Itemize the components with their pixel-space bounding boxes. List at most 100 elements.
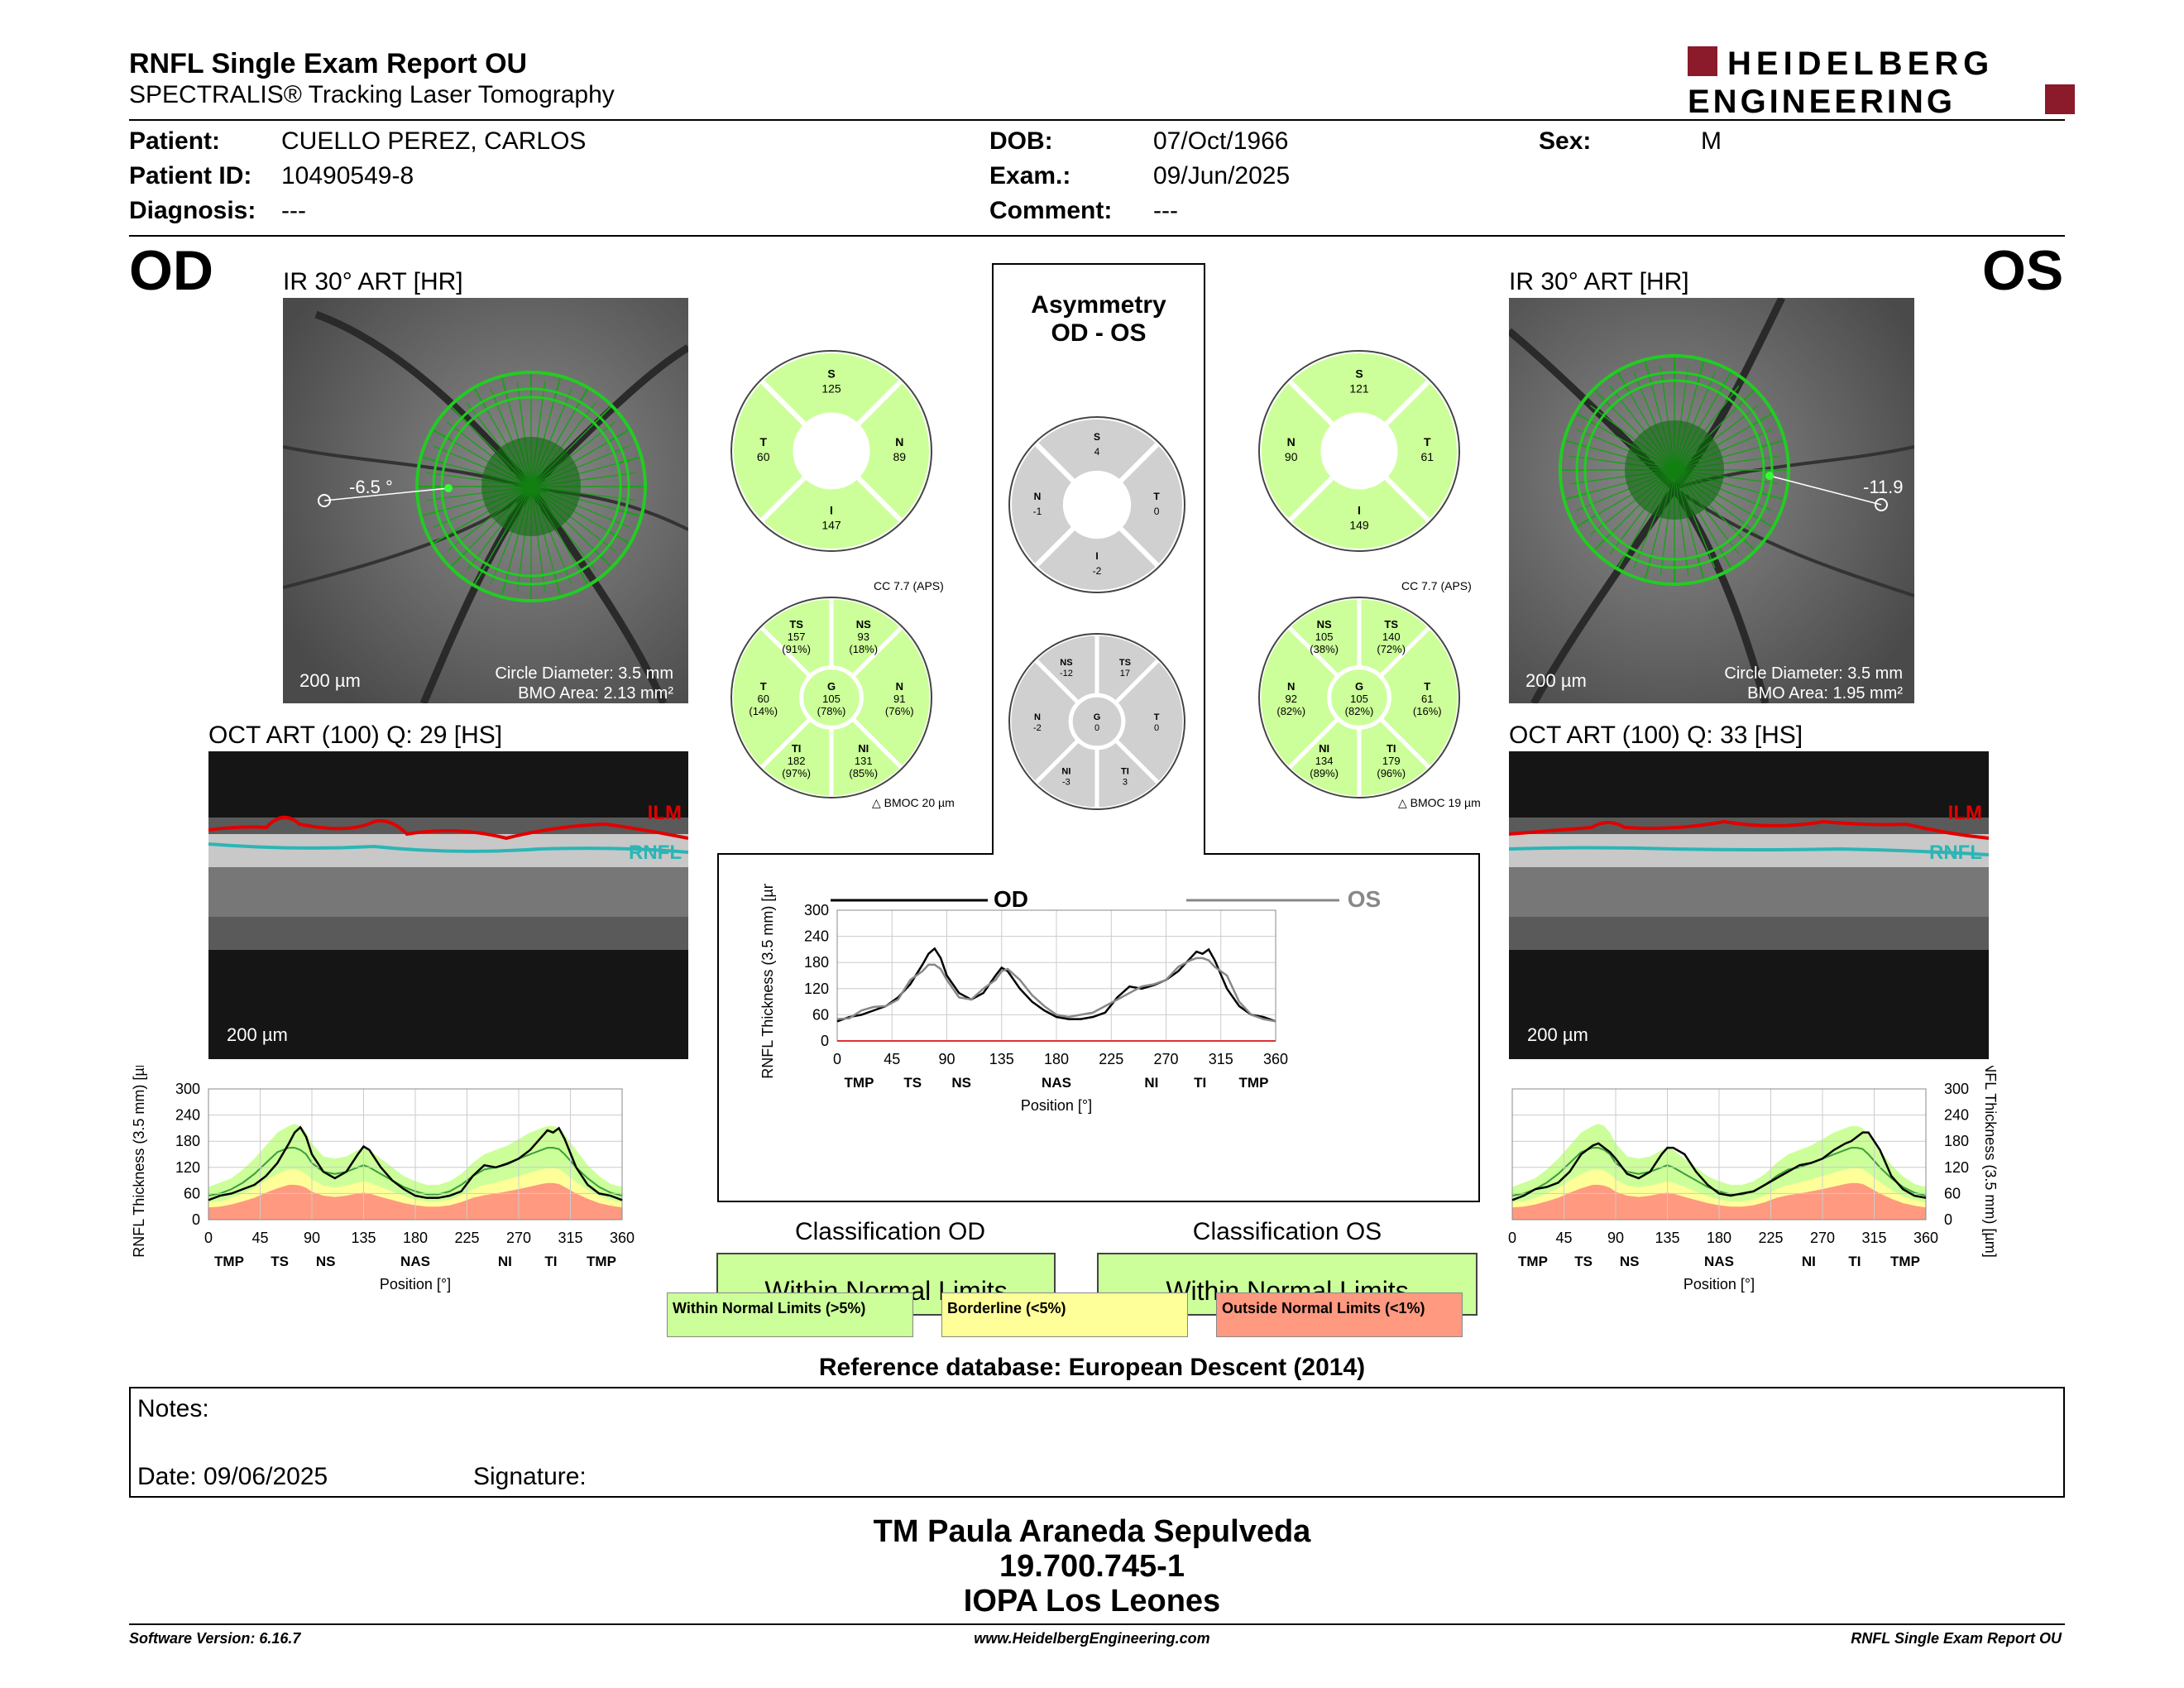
- od-ilm-label: ILM: [648, 802, 682, 824]
- sector-G: [799, 665, 864, 730]
- outer-ring: [1008, 416, 1185, 593]
- od-classification-title: Classification OD: [794, 1218, 986, 1245]
- x-tick-label: 180: [1707, 1230, 1731, 1246]
- patient-id-label: Patient ID:: [129, 162, 252, 189]
- center-hole: [1065, 472, 1129, 537]
- sector-value-T: 61: [1421, 693, 1433, 705]
- os-rnfl-profile-chart: 0 60 120 180 240 300 0 45 90 135 180 225 270 315 360 TM…: [1508, 1066, 1999, 1292]
- asymmetry-frame: [717, 263, 1480, 1202]
- x-tick-label: 360: [1913, 1230, 1938, 1246]
- sector-label-N: N: [1287, 680, 1295, 693]
- y-tick-label: 240: [1944, 1107, 1969, 1124]
- y-tick-label: 120: [804, 981, 829, 997]
- sector-value-G: (78%): [817, 705, 846, 717]
- region-label: NS: [951, 1075, 971, 1091]
- sector-label-TI: TI: [1121, 767, 1129, 777]
- scan-tick: [1718, 547, 1732, 570]
- sector-label-N: N: [1034, 491, 1042, 502]
- signer-name: TM Paula Araneda Sepulveda: [873, 1514, 1311, 1549]
- asymmetry-profile-chart: 0 60 120 180 240 300 0 45 90 135 180 225 270 315 360 TM…: [759, 884, 1381, 1114]
- sector-value-I: 149: [1349, 518, 1369, 531]
- y-tick-label: 0: [821, 1033, 829, 1049]
- sector-value-N: (82%): [1276, 705, 1305, 717]
- region-label: TMP: [1239, 1075, 1269, 1091]
- svg-text:HEIDELBERG: HEIDELBERG: [1727, 46, 1994, 82]
- scan-tick: [1736, 388, 1756, 408]
- region-label: TS: [1574, 1254, 1592, 1269]
- y-tick-label: 240: [175, 1107, 200, 1124]
- scan-tick: [593, 549, 613, 568]
- y-tick-label: 60: [184, 1185, 200, 1201]
- sector-label-T: T: [1154, 712, 1160, 722]
- x-tick-label: 225: [454, 1230, 479, 1246]
- sector-value-T: 60: [757, 450, 770, 463]
- scan-tick: [1751, 514, 1774, 528]
- sector-G: [1327, 665, 1391, 730]
- sector-value-TS: (72%): [1377, 643, 1406, 655]
- x-tick-label: 270: [1810, 1230, 1835, 1246]
- scan-tick: [608, 429, 631, 443]
- notes-box: Notes: Date: 09/06/2025 Signature:: [129, 1387, 2065, 1498]
- outer-ring: [1008, 633, 1185, 810]
- header-rule: [129, 119, 2065, 121]
- od-rnfl-profile-chart: 0 60 120 180 240 300 0 45 90 135 180 225 270 315 360 TM…: [132, 1066, 635, 1292]
- od-bmoc-value: BMOC 20 µm: [884, 796, 955, 809]
- sector-value-TI: 3: [1123, 778, 1128, 788]
- sector-value-N: 90: [1285, 450, 1298, 463]
- signer-clinic: IOPA Los Leones: [963, 1584, 1221, 1618]
- scan-tick: [1564, 492, 1588, 501]
- x-axis-label: Position [°]: [380, 1276, 451, 1292]
- scan-tick: [431, 429, 454, 443]
- y-tick-label: 60: [812, 1006, 829, 1023]
- x-tick-label: 90: [938, 1051, 955, 1067]
- sector-value-TI: 179: [1382, 755, 1401, 767]
- x-axis-label: Position [°]: [1021, 1097, 1092, 1114]
- x-tick-label: 45: [251, 1230, 268, 1246]
- x-tick-label: 180: [1044, 1051, 1069, 1067]
- sector-label-T: T: [1424, 435, 1431, 448]
- y-axis-label: RNFL Thickness (3.5 mm) [µm]: [759, 884, 776, 1079]
- os-oct-scale: 200 µm: [1527, 1024, 1588, 1045]
- scan-tick: [553, 573, 562, 597]
- x-tick-label: 225: [1099, 1051, 1123, 1067]
- os-fundus-image: -11.9 200 µm Circle Diameter: 3.5 mm BMO…: [1509, 298, 1914, 703]
- footer-url: www.HeidelbergEngineering.com: [974, 1630, 1210, 1647]
- sector-label-N: N: [895, 435, 903, 448]
- notes-label: Notes:: [137, 1395, 209, 1422]
- region-label: NI: [1802, 1254, 1816, 1269]
- os-ir-scale: 200 µm: [1525, 670, 1587, 691]
- scan-tick: [1592, 388, 1612, 408]
- os-bmoc-label: △ BMOC 19 µm: [1398, 796, 1481, 809]
- scan-tick: [1644, 556, 1653, 581]
- x-tick-label: 0: [833, 1051, 841, 1067]
- footer-version: Software Version: 6.16.7: [129, 1630, 301, 1647]
- scan-tick: [1760, 492, 1785, 501]
- optic-disc: [1625, 420, 1724, 520]
- sector-value-G: (82%): [1345, 705, 1374, 717]
- sector-value-T: 61: [1420, 450, 1434, 463]
- outer-ring: [730, 350, 932, 552]
- od-sector-chart: TS157(91%)NS93(18%)N91(76%)NI131(85%)TI1…: [729, 595, 934, 800]
- sector-label-N: N: [1287, 435, 1296, 448]
- x-tick-label: 135: [1655, 1230, 1679, 1246]
- sector-value-NI: 131: [855, 755, 873, 767]
- os-sector-chart: NS105(38%)TS140(72%)T61(16%)TI179(96%)NI…: [1257, 595, 1462, 800]
- sector-label-TI: TI: [792, 742, 802, 755]
- os-oct-label: OCT ART (100) Q: 33 [HS]: [1509, 722, 1803, 749]
- asymmetry-title-line2: OD - OS: [1051, 319, 1147, 347]
- scan-tick: [420, 456, 445, 465]
- os-circle-diameter: Circle Diameter: 3.5 mm: [1724, 664, 1903, 683]
- sector-value-N: (76%): [885, 705, 914, 717]
- od-angle-label: -6.5 °: [349, 477, 393, 497]
- sector-value-NS: (38%): [1310, 643, 1339, 655]
- od-oct-image: ILM RNFL 200 µm: [208, 751, 688, 1059]
- y-axis-label: RNFL Thickness (3.5 mm) [µm]: [1982, 1066, 1999, 1258]
- sector-value-N: -1: [1033, 506, 1042, 517]
- sector-G: [1068, 693, 1126, 750]
- sector-value-N: 91: [893, 693, 905, 705]
- signer-id: 19.700.745-1: [999, 1549, 1185, 1584]
- region-label: TI: [1194, 1075, 1206, 1091]
- region-label: TI: [1848, 1254, 1861, 1269]
